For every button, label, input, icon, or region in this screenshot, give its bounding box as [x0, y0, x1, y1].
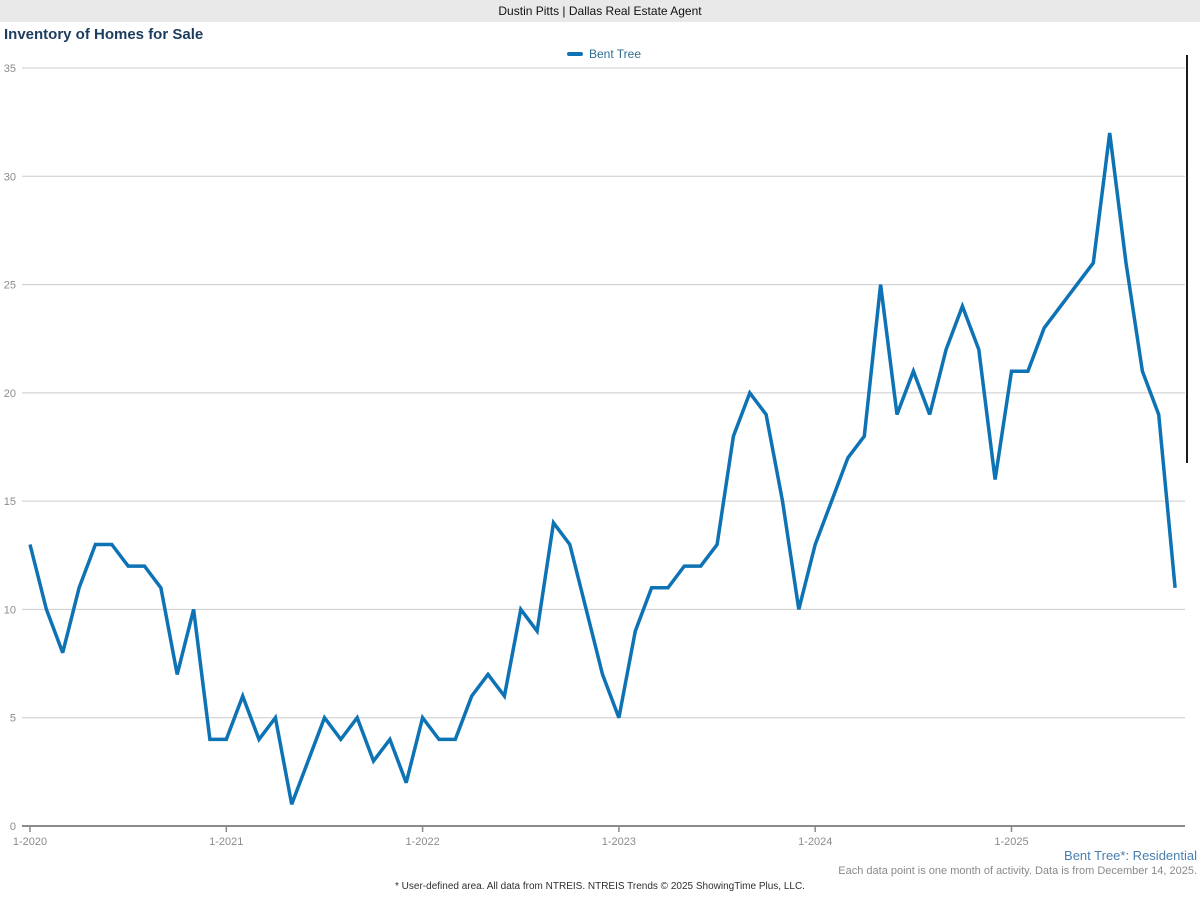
- y-axis-tick-label: 15: [4, 496, 16, 508]
- x-axis-tick-label: 1-2024: [798, 836, 832, 848]
- y-axis-tick-label: 35: [4, 63, 16, 75]
- chart-title: Inventory of Homes for Sale: [4, 26, 204, 43]
- x-axis-tick-label: 1-2020: [13, 836, 47, 848]
- footer-series-note: Bent Tree*: Residential: [1064, 848, 1197, 863]
- site-header: Dustin Pitts | Dallas Real Estate Agent: [0, 0, 1200, 22]
- y-axis-tick-label: 0: [10, 821, 16, 833]
- series-line-bent-tree: [28, 132, 1177, 805]
- y-axis-tick-label: 20: [4, 388, 16, 400]
- site-title: Dustin Pitts | Dallas Real Estate Agent: [498, 4, 702, 18]
- x-axis-tick-label: 1-2023: [602, 836, 636, 848]
- y-axis-tick-label: 25: [4, 280, 16, 292]
- footer-disclaimer: * User-defined area. All data from NTREI…: [395, 881, 805, 892]
- y-axis-tick-label: 30: [4, 171, 16, 183]
- legend-line-swatch-icon: [566, 52, 583, 56]
- x-axis-tick-label: 1-2022: [405, 836, 439, 848]
- x-axis-tick-label: 1-2025: [994, 836, 1028, 848]
- scrollbar-thumb[interactable]: [1186, 55, 1188, 463]
- footer-data-note: Each data point is one month of activity…: [838, 865, 1197, 877]
- y-axis-tick-label: 10: [4, 604, 16, 616]
- x-axis-tick-label: 1-2021: [209, 836, 243, 848]
- y-axis-tick-label: 5: [10, 713, 16, 725]
- legend-item-bent-tree[interactable]: Bent Tree: [566, 47, 642, 61]
- legend-label: Bent Tree: [588, 47, 642, 61]
